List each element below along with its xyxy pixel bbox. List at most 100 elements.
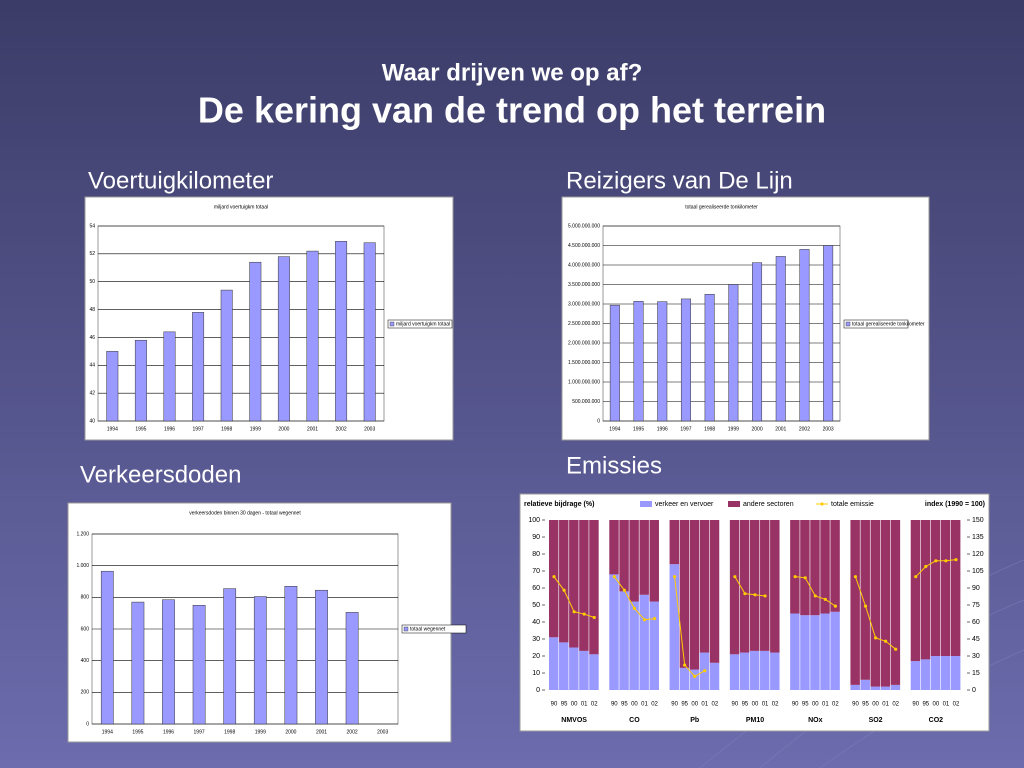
x-tick-label: 1999 [255, 729, 266, 735]
x-tick-label: 2003 [377, 729, 388, 735]
x-tick-label: 2000 [285, 729, 296, 735]
bar [100, 570, 114, 725]
bar-segment [850, 684, 860, 690]
y-tick-label: 70 [532, 568, 540, 575]
x-tick-label: 1995 [132, 729, 143, 735]
y-tick-label: 60 [532, 585, 540, 592]
x-tick-label: 1994 [102, 729, 113, 735]
x-tick-label: 00 [571, 702, 578, 708]
bar-segment [669, 564, 680, 690]
x-tick-label: 90 [852, 702, 859, 708]
bar-segment [569, 520, 579, 648]
bar [335, 241, 348, 422]
bar-segment [820, 520, 830, 614]
group-label: CO [629, 717, 640, 724]
y2-tick-label: 105 [972, 568, 984, 575]
chart-title: miljard voertuigkm totaal [214, 204, 268, 210]
index-marker [954, 558, 958, 562]
y-tick-label: 4.000.000.000 [568, 262, 600, 268]
x-tick-label: 01 [822, 702, 829, 708]
bar-segment [749, 520, 760, 651]
chart-caption: Voertuigkilometer [88, 167, 273, 194]
legend-label: totale emissie [831, 501, 874, 508]
x-tick-label: 00 [631, 702, 638, 708]
x-tick-label: 1996 [657, 426, 668, 432]
index-marker [853, 575, 858, 579]
y-tick-label: 1.500.000.000 [568, 360, 600, 366]
x-tick-label: 00 [933, 702, 940, 708]
x-tick-label: 02 [832, 702, 839, 708]
index-marker [944, 559, 948, 563]
bar-segment [629, 520, 639, 602]
y2-tick-label: 30 [972, 653, 980, 660]
bar [306, 250, 319, 422]
bar-segment [579, 650, 589, 690]
bar-segment [910, 661, 921, 690]
bar [192, 312, 205, 422]
x-tick-label: 1998 [224, 729, 235, 735]
bar-segment [559, 642, 569, 690]
bar-segment [760, 650, 770, 690]
x-tick-label: 2002 [336, 426, 347, 432]
legend-swatch [640, 501, 652, 507]
bar-segment [589, 520, 599, 655]
group-label: SO2 [869, 717, 883, 724]
y-tick-label: 0 [536, 687, 540, 694]
y-tick-label: 54 [89, 223, 95, 229]
index-marker [884, 639, 888, 643]
y-tick-label: 10 [532, 670, 540, 677]
bar-segment [880, 686, 891, 690]
index-marker [924, 564, 928, 569]
y2-tick-label: 150 [972, 517, 984, 524]
index-marker [803, 576, 807, 580]
x-tick-label: 1999 [728, 426, 739, 432]
bar-segment [589, 654, 599, 690]
bar-segment [930, 520, 941, 656]
x-tick-label: 1998 [221, 426, 232, 432]
x-tick-label: 95 [862, 702, 869, 708]
index-marker [552, 575, 556, 579]
y-tick-label: 1.200 [76, 531, 89, 537]
x-tick-label: 02 [711, 702, 718, 708]
slide-subtitle: De kering van de trend op het terrein [198, 90, 826, 131]
bar-segment [790, 613, 800, 690]
x-tick-label: 2002 [799, 426, 810, 432]
bar-segment [870, 520, 880, 687]
bar [223, 588, 237, 725]
bar-segment [930, 656, 941, 690]
bar [752, 262, 763, 422]
x-tick-label: 1997 [680, 426, 691, 432]
bar-segment [770, 652, 780, 690]
bar-segment [810, 520, 820, 616]
bar-segment [629, 601, 639, 690]
index-marker [763, 594, 767, 598]
bar-segment [549, 520, 559, 638]
bar-segment [559, 520, 569, 643]
bar [633, 301, 644, 422]
x-tick-label: 00 [872, 702, 879, 708]
x-tick-label: 95 [802, 702, 809, 708]
x-tick-label: 95 [922, 702, 929, 708]
bar-segment [890, 520, 901, 685]
y-tick-label: 50 [532, 602, 540, 609]
y2-tick-label: 120 [972, 551, 984, 558]
bar [277, 256, 290, 422]
x-tick-label: 1997 [193, 426, 204, 432]
index-marker [612, 575, 616, 579]
bar-segment [800, 520, 810, 616]
bar-segment [689, 520, 700, 670]
index-marker [592, 615, 596, 620]
y-tick-label: 30 [532, 636, 540, 643]
y2-tick-label: 0 [972, 687, 976, 694]
bar-segment [709, 662, 720, 690]
bar-segment [609, 574, 619, 690]
bar-segment [790, 520, 800, 614]
bar-segment [639, 594, 649, 690]
y-axis-label: relatieve bijdrage (%) [524, 501, 594, 508]
bar-segment [579, 520, 589, 651]
bar [192, 605, 206, 725]
x-tick-label: 1996 [163, 729, 174, 735]
x-tick-label: 02 [591, 702, 598, 708]
bar-segment [569, 647, 579, 690]
y-tick-label: 0 [86, 721, 89, 727]
